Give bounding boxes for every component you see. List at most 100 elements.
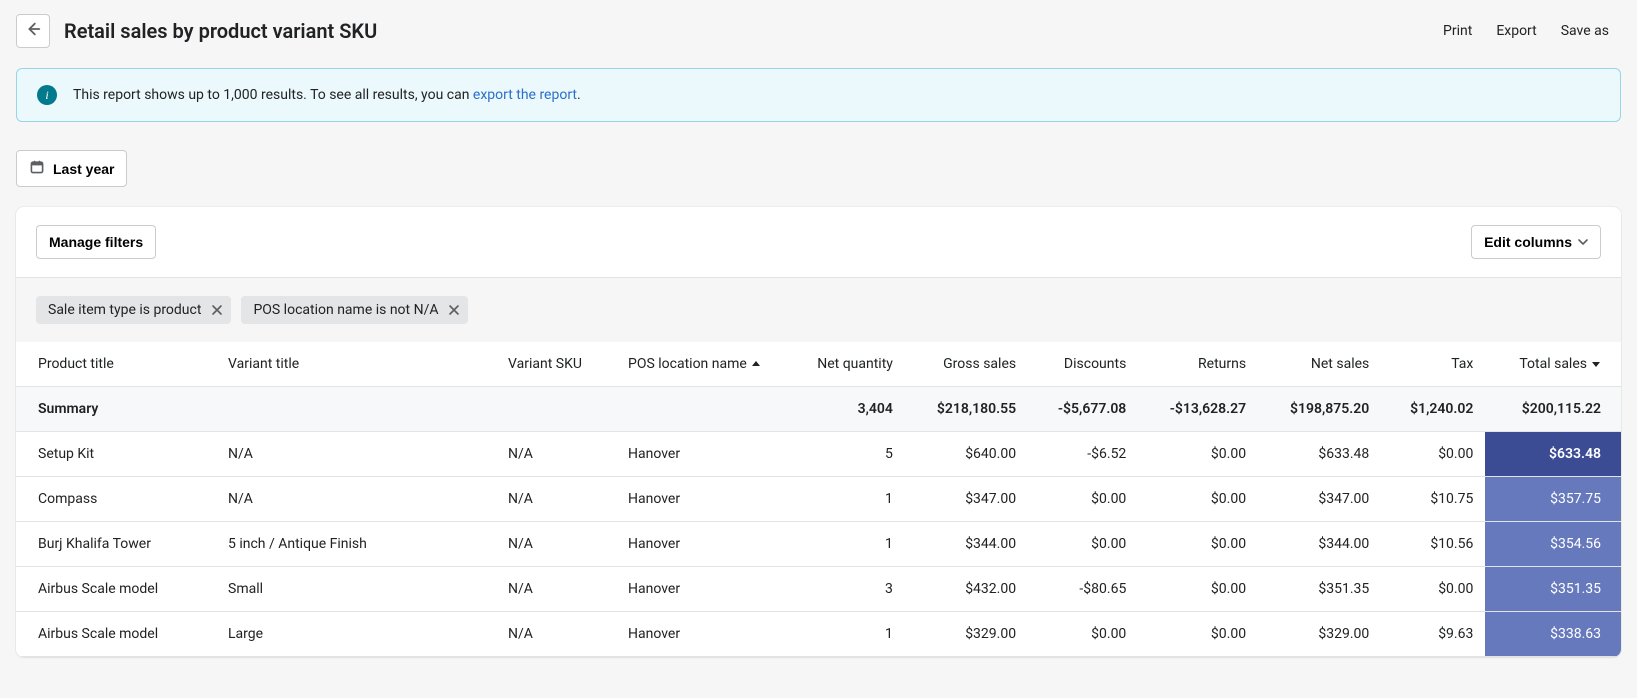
close-icon[interactable]	[211, 304, 223, 316]
cell-pos-location: Hanover	[616, 477, 786, 522]
column-header-variant-title[interactable]: Variant title	[216, 342, 496, 387]
summary-cell-pos-location	[616, 387, 786, 432]
cell-variant-sku: N/A	[496, 522, 616, 567]
arrow-left-icon	[24, 20, 42, 42]
cell-discounts: -$80.65	[1028, 567, 1138, 612]
cell-total-sales: $357.75	[1485, 477, 1621, 522]
banner-export-link[interactable]: export the report	[473, 87, 577, 103]
cell-variant-sku: N/A	[496, 432, 616, 477]
cell-gross-sales: $432.00	[905, 567, 1028, 612]
cell-net-sales: $344.00	[1258, 522, 1381, 567]
cell-product-title: Setup Kit	[16, 432, 216, 477]
cell-product-title: Burj Khalifa Tower	[16, 522, 216, 567]
filter-chip[interactable]: POS location name is not N/A	[241, 296, 468, 324]
cell-gross-sales: $347.00	[905, 477, 1028, 522]
summary-cell-discounts: -$5,677.08	[1028, 387, 1138, 432]
cell-gross-sales: $640.00	[905, 432, 1028, 477]
cell-returns: $0.00	[1138, 522, 1258, 567]
column-header-net-qty[interactable]: Net quantity	[786, 342, 905, 387]
cell-product-title: Airbus Scale model	[16, 567, 216, 612]
column-header-pos-location[interactable]: POS location name	[616, 342, 786, 387]
save-as-action[interactable]: Save as	[1561, 23, 1609, 39]
filter-chip-label: Sale item type is product	[48, 302, 201, 318]
cell-total-sales: $633.48	[1485, 432, 1621, 477]
cell-variant-title: N/A	[216, 477, 496, 522]
cell-net-sales: $633.48	[1258, 432, 1381, 477]
cell-pos-location: Hanover	[616, 522, 786, 567]
summary-cell-net-qty: 3,404	[786, 387, 905, 432]
caret-down-icon	[1578, 234, 1588, 250]
manage-filters-button[interactable]: Manage filters	[36, 225, 156, 259]
column-header-net-sales[interactable]: Net sales	[1258, 342, 1381, 387]
summary-cell-variant-sku	[496, 387, 616, 432]
column-header-product-title[interactable]: Product title	[16, 342, 216, 387]
filter-chip-label: POS location name is not N/A	[253, 302, 438, 318]
column-header-returns[interactable]: Returns	[1138, 342, 1258, 387]
cell-returns: $0.00	[1138, 567, 1258, 612]
column-header-variant-sku[interactable]: Variant SKU	[496, 342, 616, 387]
sort-asc-icon	[751, 359, 761, 369]
cell-returns: $0.00	[1138, 612, 1258, 657]
cell-total-sales: $351.35	[1485, 567, 1621, 612]
date-range-button[interactable]: Last year	[16, 150, 127, 187]
cell-variant-sku: N/A	[496, 567, 616, 612]
cell-pos-location: Hanover	[616, 567, 786, 612]
filter-chip[interactable]: Sale item type is product	[36, 296, 231, 324]
table-row: Airbus Scale modelLargeN/AHanover1$329.0…	[16, 612, 1621, 657]
sort-desc-icon	[1591, 359, 1601, 369]
cell-discounts: $0.00	[1028, 612, 1138, 657]
cell-returns: $0.00	[1138, 432, 1258, 477]
column-header-total-sales[interactable]: Total sales	[1485, 342, 1621, 387]
edit-columns-button[interactable]: Edit columns	[1471, 225, 1601, 259]
cell-gross-sales: $344.00	[905, 522, 1028, 567]
info-banner: i This report shows up to 1,000 results.…	[16, 68, 1621, 122]
cell-discounts: $0.00	[1028, 477, 1138, 522]
banner-text: This report shows up to 1,000 results. T…	[73, 87, 581, 103]
table-row: Burj Khalifa Tower5 inch / Antique Finis…	[16, 522, 1621, 567]
cell-variant-sku: N/A	[496, 477, 616, 522]
column-header-discounts[interactable]: Discounts	[1028, 342, 1138, 387]
summary-cell-total-sales: $200,115.22	[1485, 387, 1621, 432]
summary-cell-net-sales: $198,875.20	[1258, 387, 1381, 432]
page-title: Retail sales by product variant SKU	[64, 19, 377, 43]
manage-filters-label: Manage filters	[49, 234, 143, 250]
banner-text-before: This report shows up to 1,000 results. T…	[73, 87, 473, 103]
cell-variant-title: Large	[216, 612, 496, 657]
cell-discounts: -$6.52	[1028, 432, 1138, 477]
close-icon[interactable]	[448, 304, 460, 316]
banner-text-after: .	[577, 87, 581, 103]
cell-tax: $10.56	[1381, 522, 1485, 567]
cell-tax: $9.63	[1381, 612, 1485, 657]
back-button[interactable]	[16, 14, 50, 48]
calendar-icon	[29, 159, 45, 178]
info-icon: i	[37, 85, 57, 105]
cell-variant-title: N/A	[216, 432, 496, 477]
cell-tax: $0.00	[1381, 567, 1485, 612]
cell-discounts: $0.00	[1028, 522, 1138, 567]
cell-total-sales: $338.63	[1485, 612, 1621, 657]
summary-cell-variant-title	[216, 387, 496, 432]
cell-net-qty: 1	[786, 612, 905, 657]
cell-tax: $0.00	[1381, 432, 1485, 477]
cell-tax: $10.75	[1381, 477, 1485, 522]
cell-total-sales: $354.56	[1485, 522, 1621, 567]
export-action[interactable]: Export	[1496, 23, 1536, 39]
summary-cell-tax: $1,240.02	[1381, 387, 1485, 432]
column-header-gross-sales[interactable]: Gross sales	[905, 342, 1028, 387]
cell-pos-location: Hanover	[616, 612, 786, 657]
cell-net-qty: 5	[786, 432, 905, 477]
column-header-tax[interactable]: Tax	[1381, 342, 1485, 387]
cell-pos-location: Hanover	[616, 432, 786, 477]
cell-variant-title: Small	[216, 567, 496, 612]
cell-product-title: Compass	[16, 477, 216, 522]
table-row: Setup KitN/AN/AHanover5$640.00-$6.52$0.0…	[16, 432, 1621, 477]
date-range-label: Last year	[53, 161, 114, 177]
cell-net-sales: $347.00	[1258, 477, 1381, 522]
print-action[interactable]: Print	[1443, 23, 1472, 39]
table-row: Airbus Scale modelSmallN/AHanover3$432.0…	[16, 567, 1621, 612]
edit-columns-label: Edit columns	[1484, 234, 1572, 250]
table-row: CompassN/AN/AHanover1$347.00$0.00$0.00$3…	[16, 477, 1621, 522]
cell-net-qty: 3	[786, 567, 905, 612]
cell-returns: $0.00	[1138, 477, 1258, 522]
cell-net-sales: $351.35	[1258, 567, 1381, 612]
